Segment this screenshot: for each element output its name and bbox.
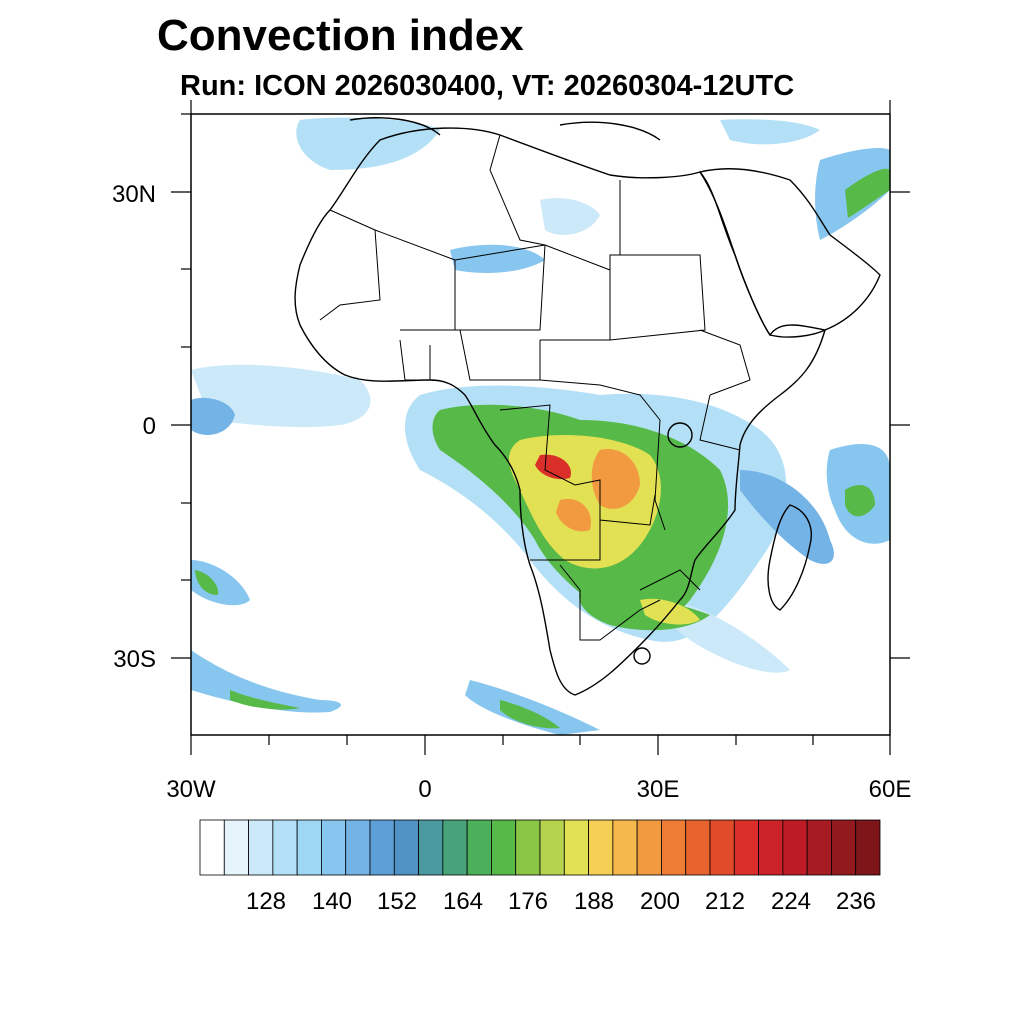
border-angola <box>530 520 601 561</box>
colorbar-swatch <box>831 819 857 876</box>
colorbar-swatch <box>806 819 832 876</box>
colorbar-swatch <box>199 819 225 876</box>
lat-label-30s: 30S <box>113 646 156 673</box>
colorbar-swatch <box>855 819 881 876</box>
coastline <box>294 117 881 696</box>
convection-field-red-core <box>535 454 571 480</box>
border-ethiopia <box>699 329 751 396</box>
chart-title: Convection index <box>157 11 524 60</box>
europe-fragment <box>349 117 661 141</box>
colorbar-swatch <box>733 819 759 876</box>
chart-subtitle: Run: ICON 2026030400, VT: 20260304-12UTC <box>180 70 795 102</box>
colorbar-swatch <box>758 819 784 876</box>
convection-field-sahara-north <box>540 198 600 235</box>
colorbar-swatch <box>466 819 492 876</box>
colorbar-tick-label: 212 <box>704 888 746 915</box>
border-zimbabwe <box>639 569 701 591</box>
border-nigeria <box>459 329 541 381</box>
convection-field-sw-swirl-core <box>195 570 219 595</box>
convection-field-north-west <box>296 117 440 170</box>
lon-label-30e: 30E <box>636 776 680 803</box>
colorbar-swatch <box>272 819 298 876</box>
colorbar-tick-label: 176 <box>507 888 549 915</box>
convection-field-sw-band <box>191 650 341 713</box>
border-mali <box>374 229 456 331</box>
lesotho-outline <box>633 647 651 665</box>
border-chad <box>540 244 611 341</box>
lake-victoria <box>667 422 693 448</box>
colorbar-tick-label: 236 <box>835 888 877 915</box>
colorbar-swatch <box>588 819 614 876</box>
country-borders <box>319 134 751 641</box>
convection-field <box>191 117 890 735</box>
colorbar-swatch <box>782 819 808 876</box>
convection-field-sahara-band <box>450 244 545 273</box>
colorbar-swatch <box>612 819 638 876</box>
lat-label-30n: 30N <box>111 181 156 208</box>
colorbar-swatch <box>248 819 274 876</box>
convection-field-west-atlantic <box>191 364 371 428</box>
border-drc-west <box>499 404 656 526</box>
colorbar-swatch <box>661 819 687 876</box>
border-car <box>539 379 661 421</box>
convection-field-west-atlantic-core <box>191 397 235 435</box>
border-mauritania <box>319 209 381 321</box>
colorbar-swatch <box>515 819 541 876</box>
convection-field-south-band-core <box>500 700 560 729</box>
colorbar-swatch <box>491 819 517 876</box>
colorbar-tick-label: 200 <box>639 888 681 915</box>
border-kenya <box>699 394 741 451</box>
colorbar-swatch <box>418 819 444 876</box>
convection-field-sw-band-core <box>230 690 300 710</box>
lon-label-0: 0 <box>418 776 432 803</box>
colorbar-swatch <box>223 819 249 876</box>
colorbar-tick-label: 188 <box>573 888 615 915</box>
colorbar <box>199 819 881 876</box>
convection-field-orange-south <box>556 499 591 532</box>
border-algeria-libya <box>489 134 546 246</box>
colorbar-tick-label: 152 <box>376 888 418 915</box>
lon-label-60e: 60E <box>868 776 912 803</box>
colorbar-swatch <box>636 819 662 876</box>
lon-label-30w: 30W <box>166 776 216 803</box>
border-drc-east <box>654 419 666 531</box>
arabia-outline <box>698 168 881 337</box>
border-namibia-botswana <box>559 564 661 641</box>
border-niger <box>454 244 546 331</box>
convection-field-sw-swirl <box>191 560 250 606</box>
colorbar-tick-label: 128 <box>245 888 287 915</box>
madagascar-outline <box>767 504 812 611</box>
colorbar-tick-label: 164 <box>442 888 484 915</box>
convection-field-orange-core <box>591 449 640 509</box>
colorbar-tick-label: 140 <box>311 888 353 915</box>
axis-ticks <box>171 100 910 755</box>
colorbar-swatch <box>345 819 371 876</box>
colorbar-swatch <box>321 819 347 876</box>
colorbar-swatch <box>442 819 468 876</box>
colorbar-swatch <box>393 819 419 876</box>
colorbar-swatch <box>709 819 735 876</box>
colorbar-tick-label: 224 <box>770 888 812 915</box>
convection-field-arabia-ne-core <box>845 168 890 218</box>
border-sudan <box>609 254 706 341</box>
colorbar-swatch <box>369 819 395 876</box>
border-ghana <box>399 339 431 381</box>
colorbar-swatch <box>685 819 711 876</box>
convection-field-indian-ocean-core <box>845 485 875 517</box>
convection-field-north-east <box>720 119 820 145</box>
convection-field-south-band <box>465 680 600 735</box>
colorbar-swatch <box>296 819 322 876</box>
colorbar-swatch <box>563 819 589 876</box>
colorbar-swatch <box>539 819 565 876</box>
lat-label-eq: 0 <box>142 413 156 440</box>
